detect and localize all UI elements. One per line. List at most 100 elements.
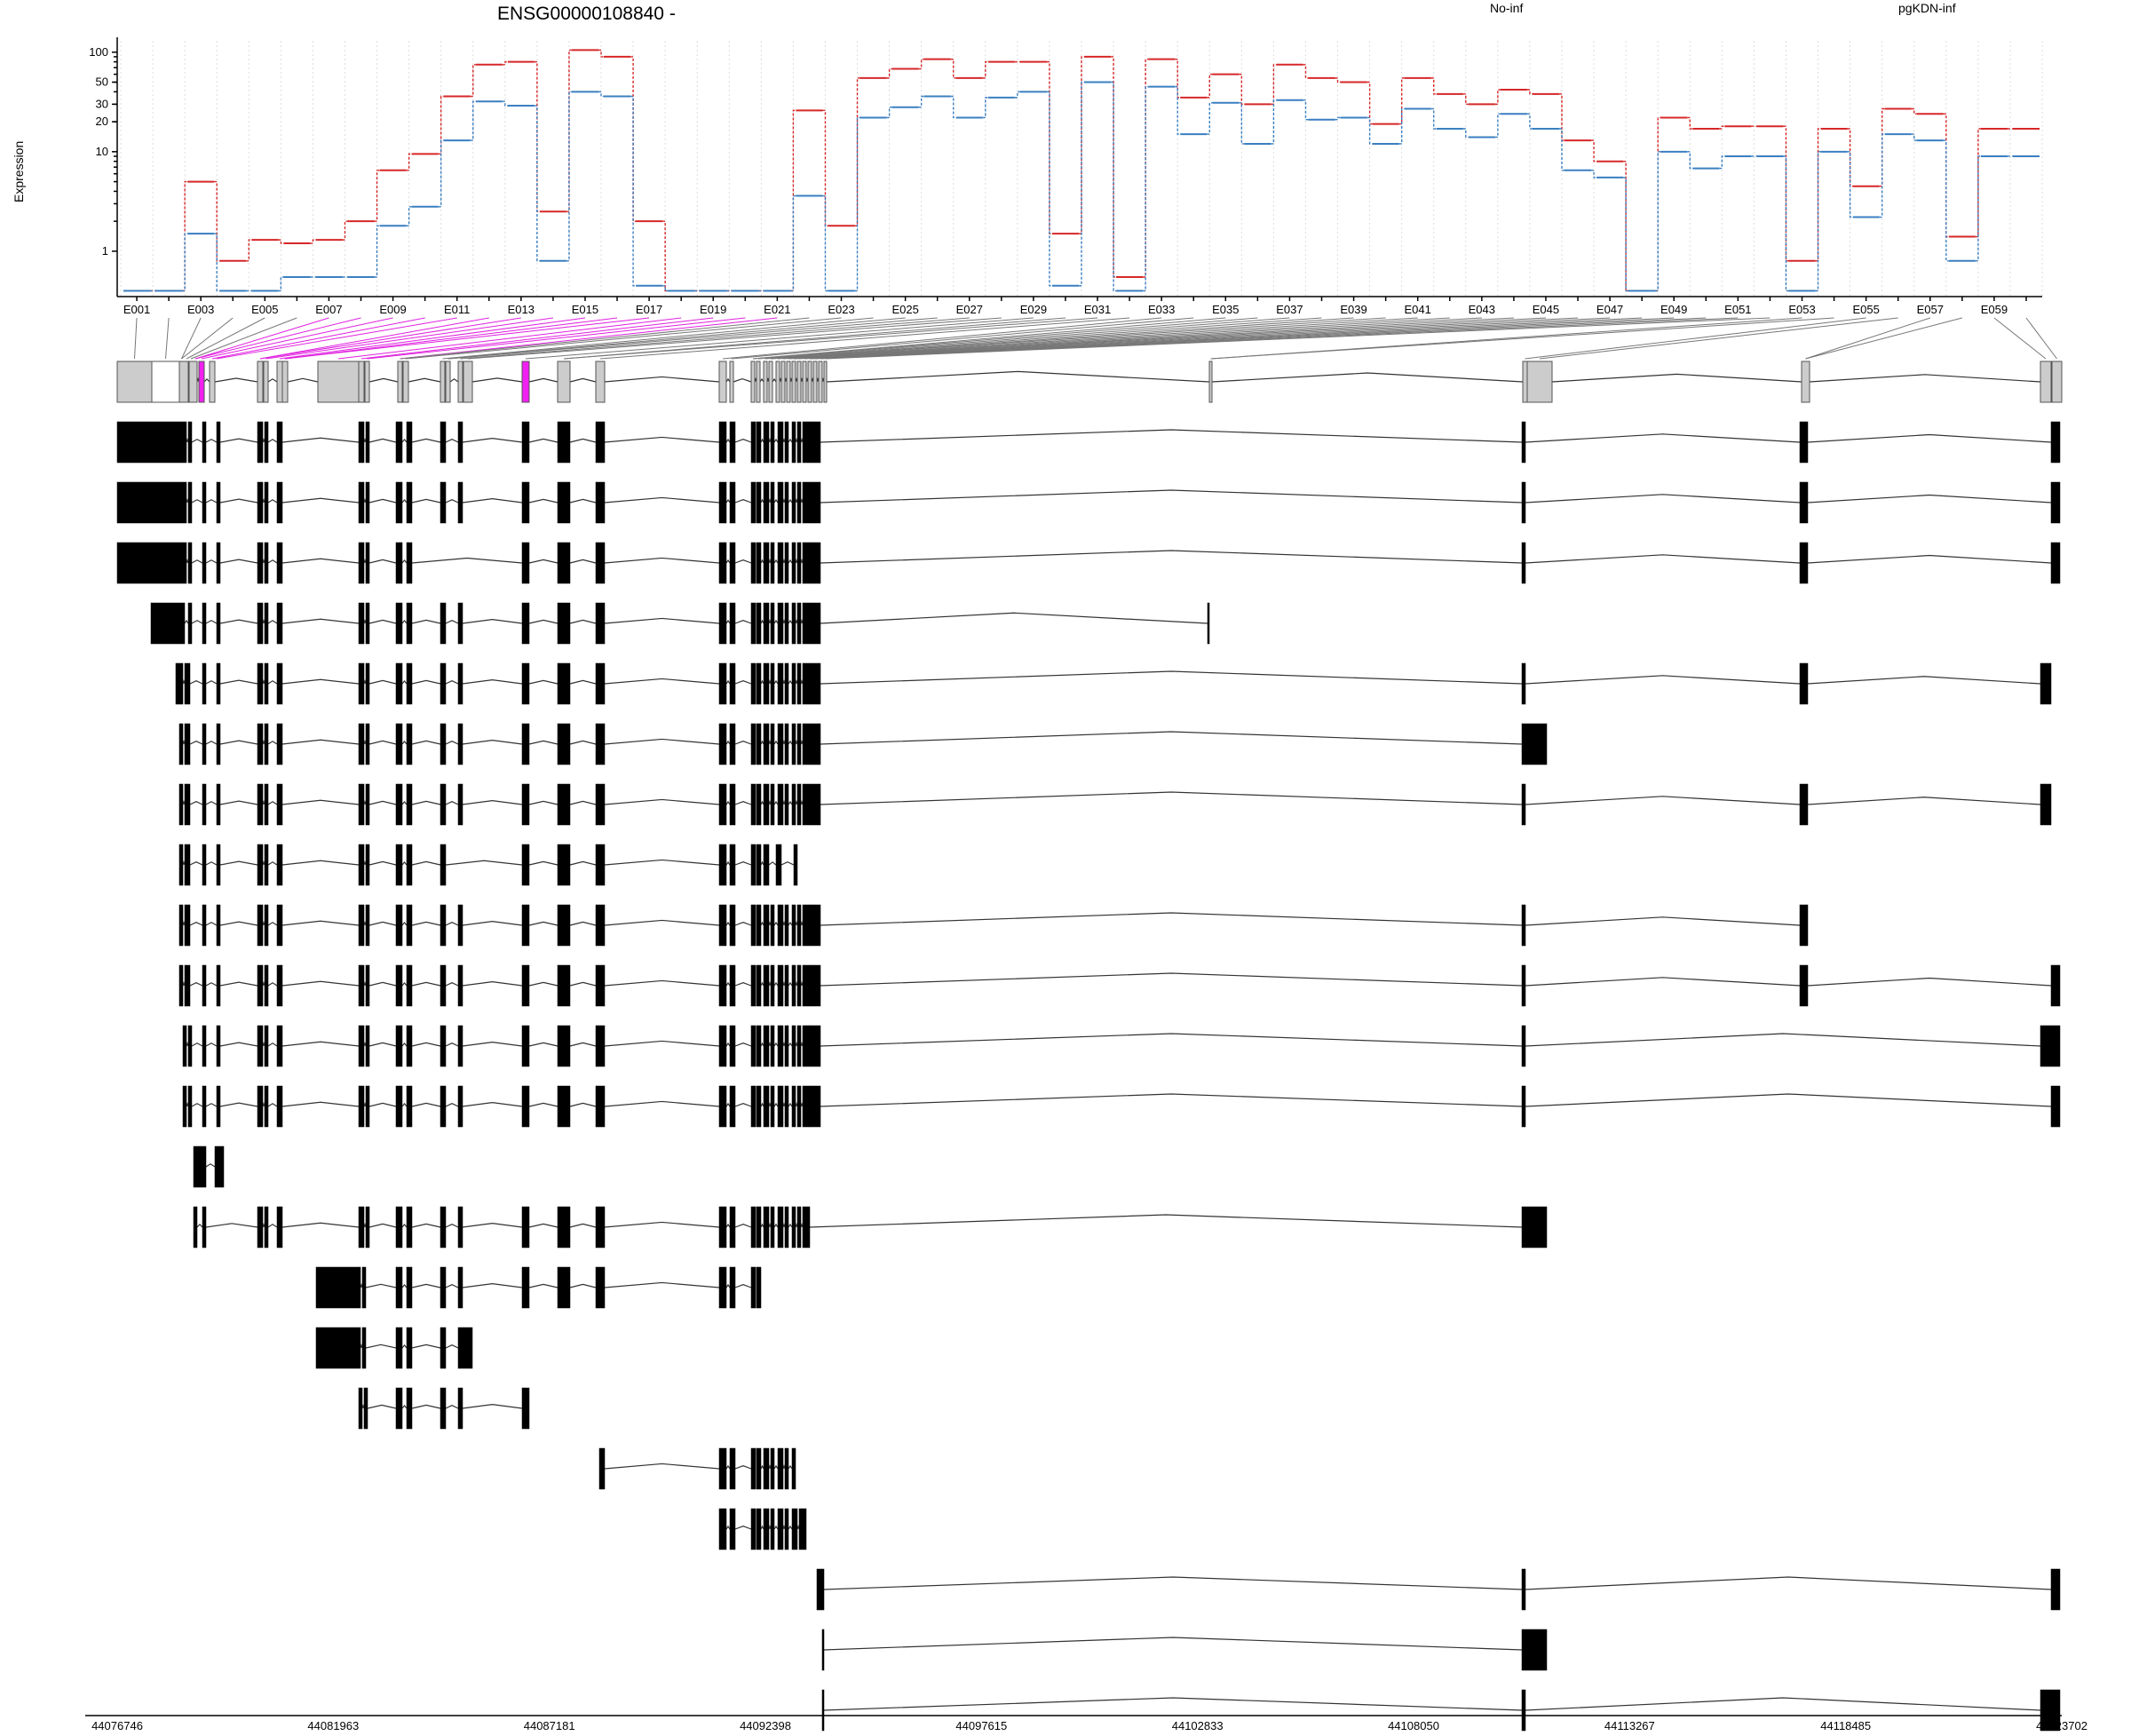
intron-line — [219, 860, 258, 866]
series-connector — [470, 100, 476, 141]
intron-line — [725, 981, 731, 987]
intron-line — [782, 1042, 786, 1047]
series-connector — [1911, 133, 1917, 141]
exon-block — [784, 421, 789, 464]
exon-block — [264, 783, 269, 826]
intron-line — [528, 800, 558, 805]
intron-line — [262, 619, 265, 624]
intron-line — [820, 912, 1523, 926]
exon-block — [1799, 662, 1809, 705]
intron-line — [267, 982, 278, 987]
exon-block — [595, 723, 606, 765]
exon-connector — [448, 317, 938, 360]
series-connector — [790, 194, 796, 292]
exon-block — [784, 904, 789, 947]
exon-block — [729, 481, 736, 524]
exon-block — [763, 904, 770, 947]
intron-line — [401, 1223, 408, 1228]
exon-block — [784, 481, 789, 524]
exon-connector — [211, 317, 425, 360]
exon-block — [796, 421, 802, 464]
exon-block — [729, 844, 736, 886]
intron-line — [462, 1404, 523, 1409]
exon-block — [770, 662, 775, 705]
intron-line — [267, 559, 278, 564]
series-connector — [598, 49, 604, 58]
exon-block — [184, 964, 191, 1007]
exon-block — [440, 1206, 447, 1248]
exon-block — [406, 723, 413, 765]
intron-line — [734, 740, 752, 745]
intron-line — [1525, 433, 1801, 443]
exon-connector — [442, 317, 874, 360]
intron-line — [360, 1344, 363, 1349]
exon-block — [264, 602, 269, 645]
exon-block — [395, 1085, 403, 1128]
exon-block — [777, 964, 784, 1007]
exon-block — [770, 783, 775, 826]
transcript-row — [178, 723, 1548, 765]
exon-block — [358, 1206, 365, 1248]
intron-line — [368, 498, 397, 503]
series-connector — [182, 233, 188, 292]
exon-block — [116, 421, 187, 464]
intron-line — [788, 1102, 793, 1107]
intron-line — [182, 860, 186, 866]
exon-block — [796, 964, 802, 1007]
exon-block — [440, 481, 447, 524]
intron-line — [725, 1525, 731, 1530]
exon-block — [276, 964, 283, 1007]
transcript-row — [178, 904, 1809, 947]
exon-block — [202, 904, 207, 947]
intron-line — [1525, 916, 1801, 926]
exon-block — [364, 361, 370, 403]
exon-block — [457, 421, 463, 464]
exon-block — [521, 602, 530, 645]
intron-line — [760, 559, 764, 564]
exon-block — [1521, 904, 1526, 947]
intron-line — [788, 1223, 793, 1228]
exon-block — [729, 542, 736, 584]
intron-line — [368, 800, 397, 805]
intron-line — [219, 438, 258, 443]
intron-line — [768, 740, 772, 745]
intron-line — [203, 378, 210, 383]
intron-line — [411, 679, 441, 685]
exon-block — [263, 361, 269, 403]
exon-block — [365, 783, 370, 826]
intron-line — [823, 1637, 1523, 1651]
x-tick-label: E007 — [315, 303, 342, 316]
series-connector — [950, 95, 956, 119]
exon-block — [784, 542, 789, 584]
exon-block — [756, 481, 762, 524]
exon-connector — [525, 317, 1034, 360]
series-connector — [1591, 170, 1597, 178]
exon-block — [729, 662, 736, 705]
transcript-tracks — [116, 361, 2063, 1732]
intron-line — [528, 559, 558, 564]
exon-block — [784, 964, 789, 1007]
intron-line — [528, 679, 558, 685]
intron-line — [189, 861, 203, 866]
exon-block — [718, 1085, 727, 1128]
x-tick-label: E003 — [187, 303, 214, 316]
intron-line — [760, 921, 764, 926]
intron-line — [528, 981, 558, 987]
exon-block — [521, 844, 530, 886]
exon-block — [202, 844, 207, 886]
intron-line — [281, 799, 360, 805]
exon-connector — [190, 317, 297, 360]
exon-block — [2050, 481, 2061, 524]
intron-line — [1525, 1697, 2041, 1711]
exon-block — [178, 361, 189, 403]
series-connector — [374, 170, 380, 222]
intron-line — [782, 921, 786, 926]
exon-block — [276, 1206, 283, 1248]
exon-connector — [1805, 317, 1962, 360]
intron-line — [768, 800, 772, 805]
exon-block — [457, 1327, 473, 1369]
intron-line — [368, 981, 397, 987]
intron-line — [820, 791, 1523, 805]
intron-line — [768, 1223, 772, 1228]
exon-block — [770, 1085, 775, 1128]
